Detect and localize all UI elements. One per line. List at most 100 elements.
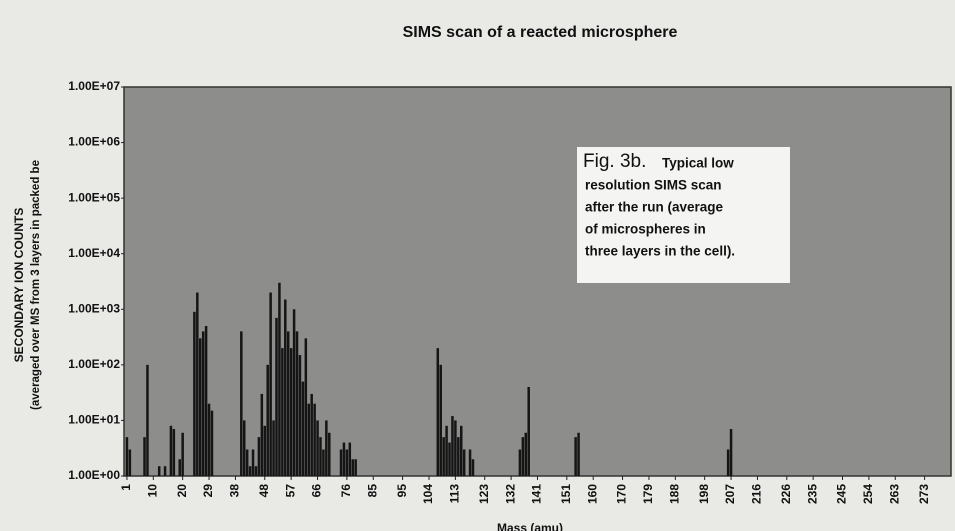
bar (204, 326, 208, 476)
y-tick-label: 1.00E+00 (68, 468, 120, 482)
bar (181, 432, 184, 476)
bar (163, 466, 167, 476)
bar (295, 331, 299, 476)
x-tick-label: 170 (615, 484, 629, 504)
x-tick-label: 57 (283, 484, 297, 498)
x-tick-label: 132 (503, 484, 517, 504)
bar (260, 393, 264, 476)
annotation-heading: Fig. 3b. (583, 151, 646, 172)
bar (304, 338, 308, 476)
bar (348, 442, 352, 476)
bar (468, 449, 472, 476)
bar (345, 449, 349, 476)
x-tick-label: 235 (805, 484, 819, 504)
bar (454, 420, 457, 476)
bar (471, 459, 475, 476)
x-tick-label: 104 (421, 484, 435, 504)
bar (328, 432, 331, 476)
x-tick-label: 188 (668, 484, 682, 504)
x-tick-label: 226 (779, 484, 793, 504)
bar (275, 317, 278, 476)
bar (284, 299, 287, 476)
x-tick-label: 95 (395, 484, 409, 498)
bar (278, 282, 281, 476)
x-tick-label: 141 (530, 484, 544, 504)
annotation-line: after the run (average (585, 200, 724, 215)
bar (342, 442, 346, 476)
x-tick-label: 66 (310, 484, 324, 498)
bar (298, 355, 302, 476)
bar (527, 386, 530, 476)
bar (313, 403, 316, 476)
bar (272, 420, 275, 476)
bar (292, 309, 296, 476)
bar (310, 393, 313, 476)
bar (251, 449, 255, 476)
y-axis-sublabel: (averaged over MS from 3 layers in packe… (30, 160, 42, 410)
annotation-box (577, 147, 790, 283)
x-tick-label: 216 (750, 484, 764, 504)
bar (196, 292, 199, 476)
x-tick-label: 113 (448, 484, 462, 504)
bar (201, 331, 205, 476)
bar (289, 348, 293, 476)
bar (325, 420, 328, 476)
x-axis-label: Mass (amu) (497, 521, 563, 531)
bar (354, 459, 357, 476)
bar (281, 348, 284, 476)
y-tick-label: 1.00E+07 (68, 79, 120, 93)
bar (448, 442, 451, 476)
bar (207, 403, 211, 476)
bar (518, 449, 522, 476)
bar (439, 364, 442, 476)
x-tick-label: 76 (339, 484, 353, 498)
bar (351, 459, 354, 476)
x-tick-label: 273 (917, 484, 931, 504)
annotation-line: Typical low (662, 156, 734, 171)
x-tick-label: 254 (861, 484, 875, 504)
bar (172, 429, 176, 476)
annotation-line: three layers in the cell). (585, 244, 735, 259)
bar (178, 459, 181, 476)
bar (316, 420, 319, 476)
bar (169, 425, 173, 476)
bar (257, 437, 261, 476)
x-tick-label: 160 (585, 484, 599, 504)
bar (146, 364, 149, 476)
bar (436, 348, 440, 476)
bar (245, 449, 249, 476)
bar (319, 437, 322, 476)
x-tick-label: 48 (257, 484, 271, 498)
x-tick-label: 1 (119, 484, 133, 491)
y-tick-label: 1.00E+02 (68, 357, 120, 371)
x-tick-label: 10 (145, 484, 159, 498)
bar (577, 432, 580, 476)
x-tick-label: 85 (365, 484, 379, 498)
bar (286, 331, 290, 476)
bar (263, 425, 267, 476)
x-tick-label: 245 (835, 484, 849, 504)
bar (460, 425, 463, 476)
plot-area (123, 86, 952, 477)
x-tick-label: 123 (477, 484, 491, 504)
x-tick-label: 29 (201, 484, 215, 498)
bar (125, 437, 129, 476)
bar (442, 437, 445, 476)
bar (322, 449, 325, 476)
x-tick-label: 198 (697, 484, 711, 504)
bar (128, 449, 132, 476)
bar (445, 425, 448, 476)
y-tick-label: 1.00E+04 (68, 246, 120, 260)
bar (339, 449, 343, 476)
bar (729, 429, 733, 476)
bar (574, 437, 577, 476)
annotation-line: resolution SIMS scan (585, 178, 722, 193)
annotation-line: of microspheres in (585, 222, 706, 237)
bar (199, 338, 202, 476)
bar (457, 437, 460, 476)
bar (143, 437, 146, 476)
bar (210, 410, 214, 476)
bar (254, 466, 258, 476)
bar (269, 292, 272, 476)
